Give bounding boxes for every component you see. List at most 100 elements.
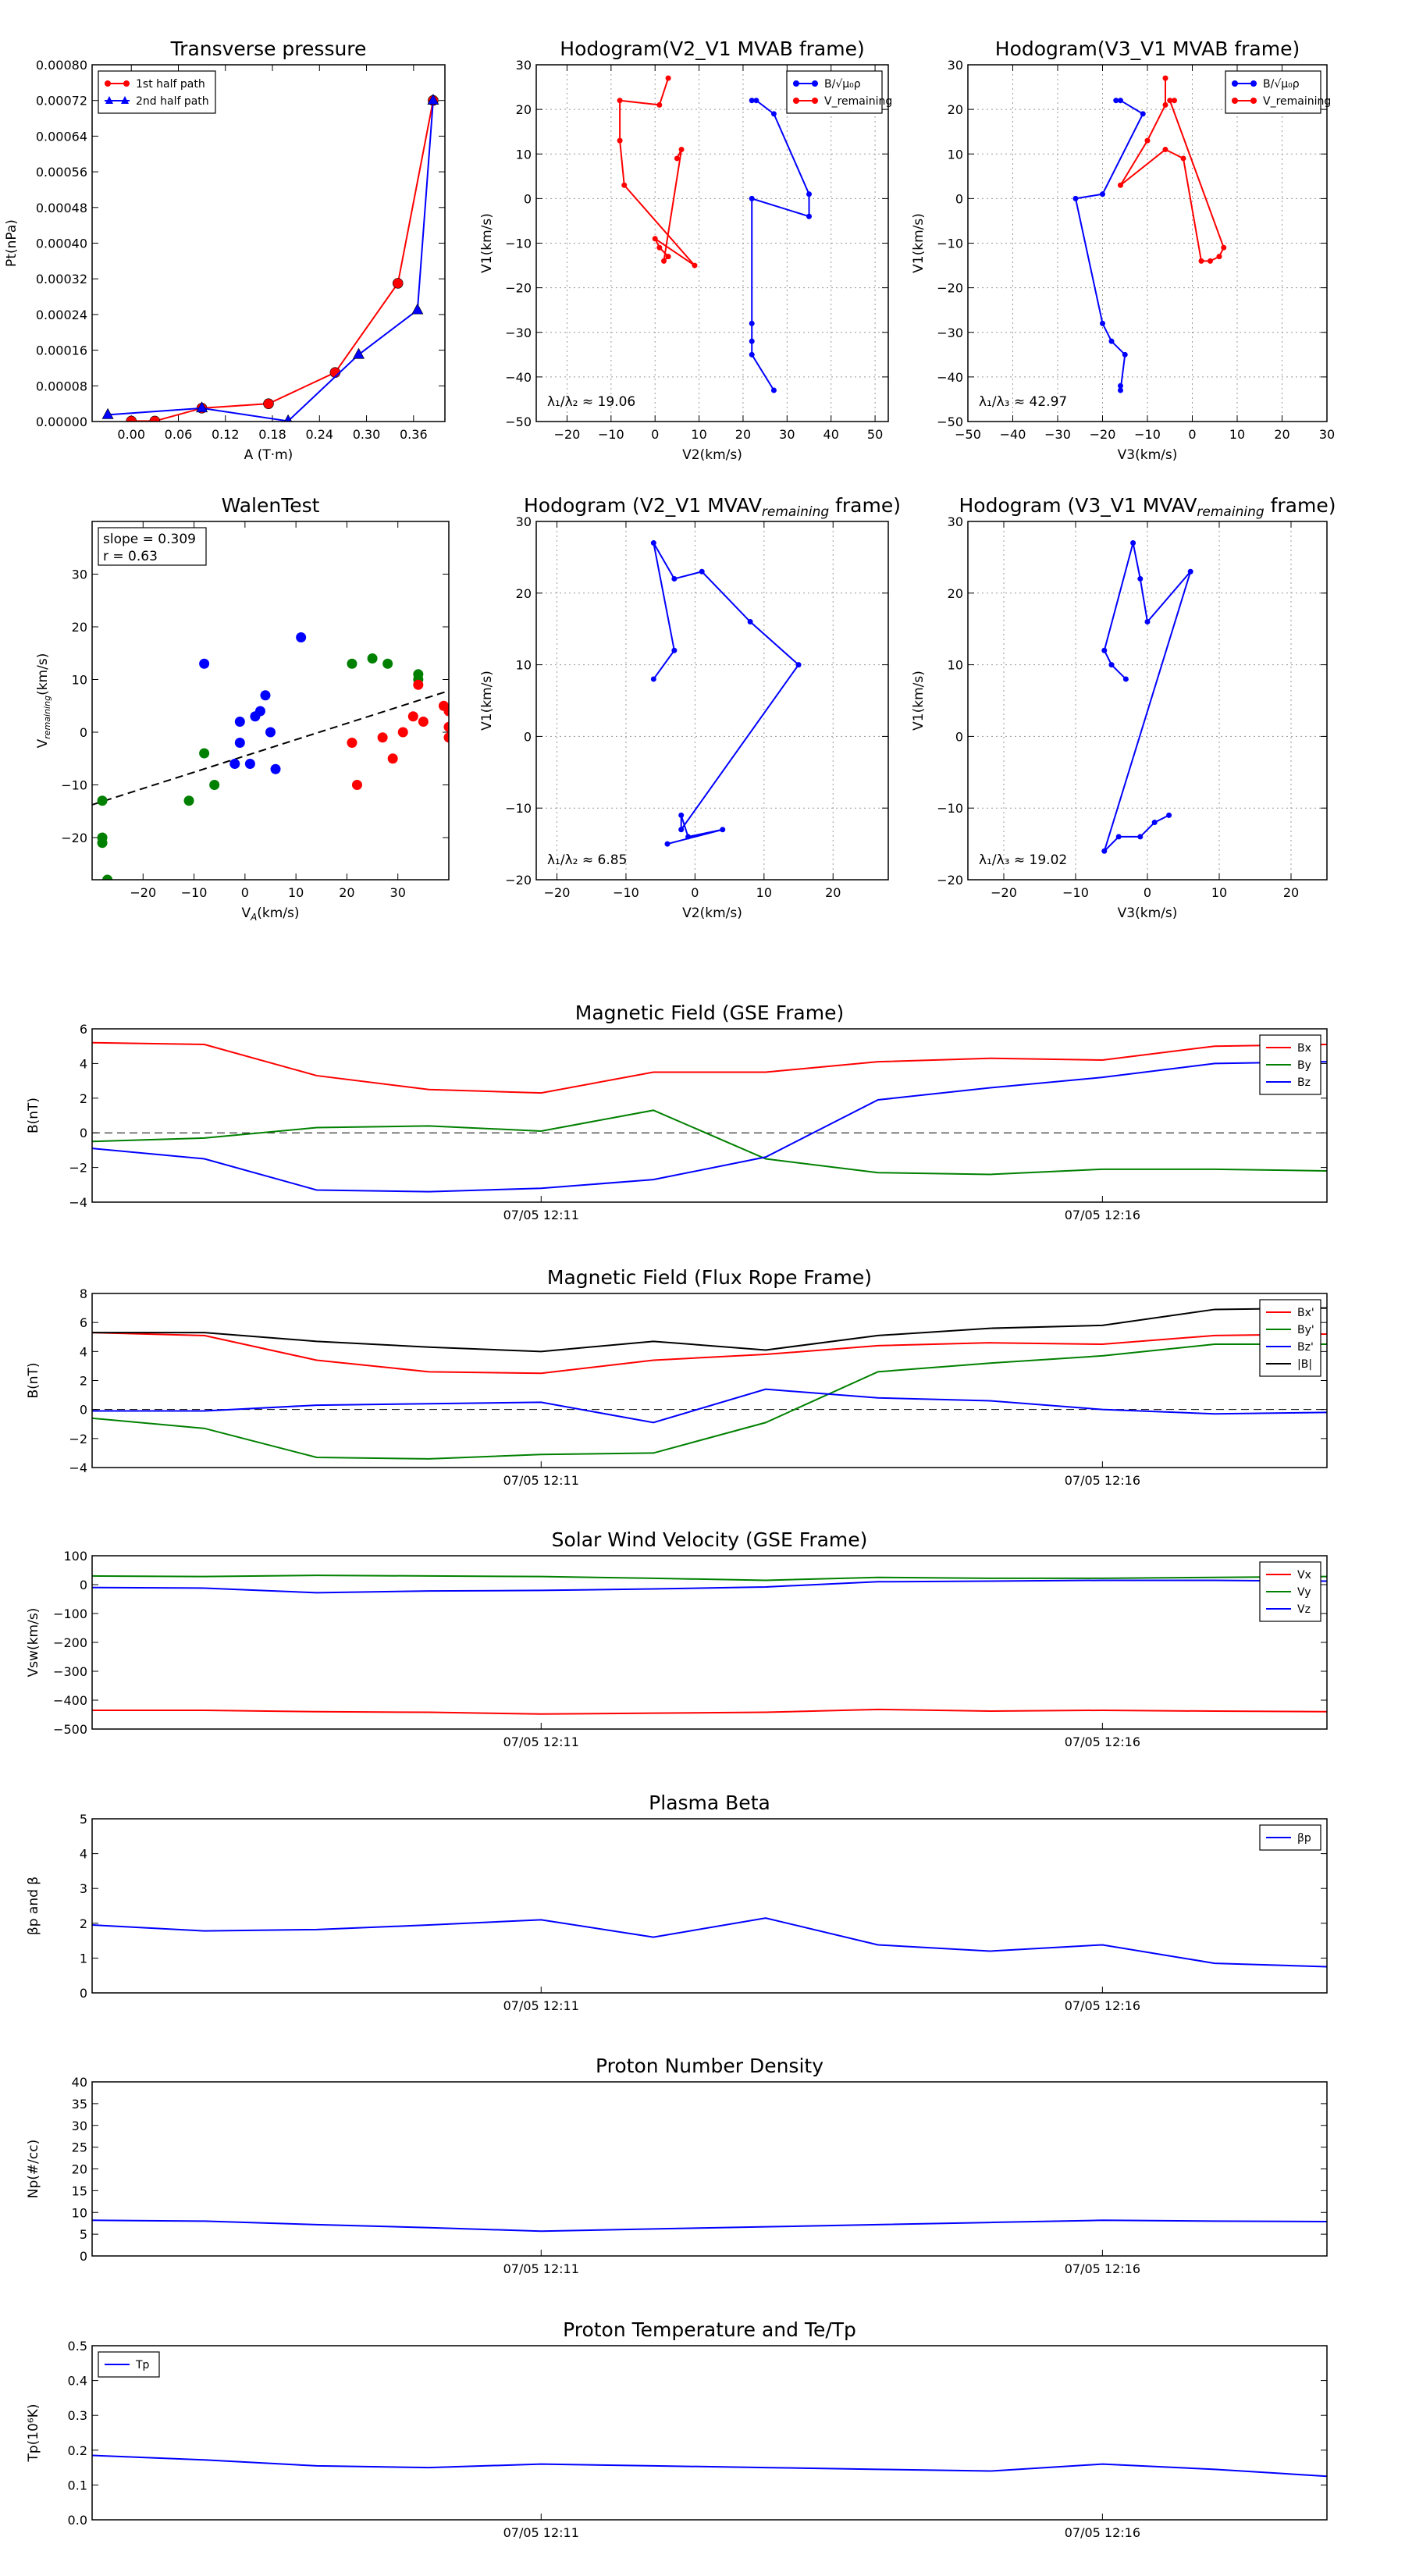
data-point bbox=[1113, 98, 1119, 104]
data-point bbox=[1108, 662, 1115, 668]
y-tick-label: 0 bbox=[80, 1578, 87, 1592]
y-tick-label: 30 bbox=[72, 2119, 87, 2133]
series-line bbox=[92, 1343, 1327, 1460]
legend: B/√μ₀ρ V_remaining bbox=[786, 70, 892, 114]
y-tick-label: −2 bbox=[69, 1432, 87, 1446]
y-tick-label: 0.00048 bbox=[36, 201, 87, 215]
chart-h3: Hodogram (V2_V1 MVAVremaining frame)−20−… bbox=[479, 494, 901, 921]
y-tick-label: −100 bbox=[53, 1606, 87, 1621]
chart-title: Hodogram (V3_V1 MVAVremaining frame) bbox=[959, 494, 1336, 520]
data-point bbox=[685, 834, 692, 840]
series-line bbox=[92, 1041, 1327, 1094]
data-point bbox=[1180, 155, 1186, 162]
x-axis-label: V3(km/s) bbox=[1118, 906, 1178, 921]
y-tick-label: 0 bbox=[524, 191, 532, 206]
x-tick-label: −20 bbox=[554, 427, 581, 442]
data-point bbox=[650, 540, 656, 546]
data-point bbox=[1137, 575, 1144, 582]
y-tick-label: −40 bbox=[505, 370, 532, 385]
y-tick-label: 6 bbox=[80, 1315, 87, 1330]
axes-frame bbox=[535, 521, 889, 881]
x-tick-label: −10 bbox=[613, 885, 639, 900]
axes-frame bbox=[535, 64, 889, 422]
y-tick-label: 30 bbox=[516, 514, 532, 529]
data-point bbox=[351, 780, 362, 790]
annotation-box bbox=[98, 527, 207, 566]
y-tick-label: 1 bbox=[80, 1951, 87, 1966]
chart-walen: WalenTest −20 −10 0 10 20 30 −20 −10 0 10 20 30 VA(km… bbox=[35, 494, 450, 923]
data-point bbox=[443, 721, 449, 732]
data-point bbox=[621, 182, 628, 188]
x-tick-label: 0.00 bbox=[117, 427, 145, 442]
y-tick-label: 35 bbox=[72, 2097, 87, 2112]
y-tick-label: 0 bbox=[955, 191, 963, 206]
y-tick-label: 6 bbox=[80, 1022, 87, 1037]
x-tick-label: 20 bbox=[1283, 885, 1299, 900]
y-tick-label: 0 bbox=[80, 1986, 87, 2001]
x-tick-label: −10 bbox=[598, 427, 624, 442]
fit-line bbox=[92, 689, 449, 806]
x-tick-label: −10 bbox=[1134, 427, 1161, 442]
y-tick-label: −20 bbox=[937, 281, 963, 296]
y-tick-label: −10 bbox=[505, 237, 532, 251]
y-tick-label: −20 bbox=[61, 831, 87, 845]
y-tick-label: 30 bbox=[948, 58, 963, 73]
plot-area bbox=[92, 1917, 1327, 1968]
series-line bbox=[92, 1574, 1327, 1582]
data-point bbox=[397, 727, 408, 738]
y-tick-label: −4 bbox=[69, 1195, 87, 1210]
x-tick-label: 0 bbox=[651, 427, 659, 442]
chart-h2: Hodogram(V3_V1 MVAB frame) −50 −40 −30 −20 −1… bbox=[911, 37, 1335, 463]
series-line bbox=[653, 543, 800, 845]
data-point bbox=[367, 653, 378, 664]
legend-label: Bx' bbox=[1297, 1307, 1314, 1319]
y-tick-label: −20 bbox=[937, 873, 963, 888]
data-point bbox=[1118, 382, 1123, 389]
y-tick-label: −10 bbox=[505, 801, 532, 816]
x-tick-label: 0.06 bbox=[165, 427, 193, 442]
data-point bbox=[664, 841, 670, 847]
chart-title: Magnetic Field (Flux Rope Frame) bbox=[547, 1266, 872, 1289]
chart-title: Proton Temperature and Te/Tp bbox=[563, 2318, 856, 2341]
y-tick-label: 0.00024 bbox=[36, 308, 87, 322]
y-axis-label: Vsw(km/s) bbox=[26, 1608, 41, 1678]
data-point bbox=[678, 827, 685, 833]
chart-mag_gse: Magnetic Field (GSE Frame) −4 −2 0 2 4 6 07/05 … bbox=[26, 1002, 1328, 1222]
x-tick-label: 07/05 12:11 bbox=[503, 1998, 579, 2013]
y-tick-label: 0.2 bbox=[68, 2443, 87, 2458]
data-point bbox=[720, 827, 726, 833]
data-point bbox=[678, 147, 685, 153]
x-tick-label: −10 bbox=[181, 885, 208, 900]
data-point bbox=[199, 748, 210, 759]
legend-label: Vx bbox=[1297, 1569, 1311, 1582]
legend-label: Bz' bbox=[1297, 1341, 1314, 1354]
legend-marker bbox=[121, 96, 129, 104]
y-tick-label: 25 bbox=[72, 2140, 87, 2155]
chart-title: Hodogram(V2_V1 MVAB frame) bbox=[560, 37, 864, 60]
data-point bbox=[411, 303, 424, 315]
y-axis-label: Np(#/cc) bbox=[26, 2140, 41, 2198]
data-point bbox=[1101, 848, 1108, 854]
legend-marker bbox=[1250, 80, 1257, 87]
chart-title: Hodogram(V3_V1 MVAB frame) bbox=[995, 37, 1300, 60]
annotation-text: λ₁/λ₃ ≈ 19.02 bbox=[979, 852, 1067, 868]
data-point bbox=[1162, 75, 1168, 81]
y-axis-label: B(nT) bbox=[26, 1362, 41, 1398]
x-tick-label: 10 bbox=[288, 885, 304, 900]
data-point bbox=[1115, 834, 1122, 840]
data-point bbox=[1216, 254, 1222, 260]
data-point bbox=[1167, 98, 1173, 104]
data-point bbox=[795, 662, 802, 668]
data-point bbox=[665, 254, 671, 260]
x-tick-label: 30 bbox=[1319, 427, 1335, 442]
data-point bbox=[678, 812, 685, 818]
x-tick-label: 20 bbox=[1274, 427, 1289, 442]
chart-np: Proton Number Density 0 5 10 15 20 25 30 35 40 07/… bbox=[26, 2055, 1328, 2276]
y-tick-label: 20 bbox=[948, 102, 963, 117]
y-tick-label: 30 bbox=[516, 58, 532, 73]
annotation-text: slope = 0.309 bbox=[103, 532, 196, 547]
data-point bbox=[265, 727, 276, 738]
legend-label: Vz bbox=[1297, 1603, 1311, 1616]
y-tick-label: −10 bbox=[937, 237, 963, 251]
legend-label: 2nd half path bbox=[136, 95, 209, 108]
